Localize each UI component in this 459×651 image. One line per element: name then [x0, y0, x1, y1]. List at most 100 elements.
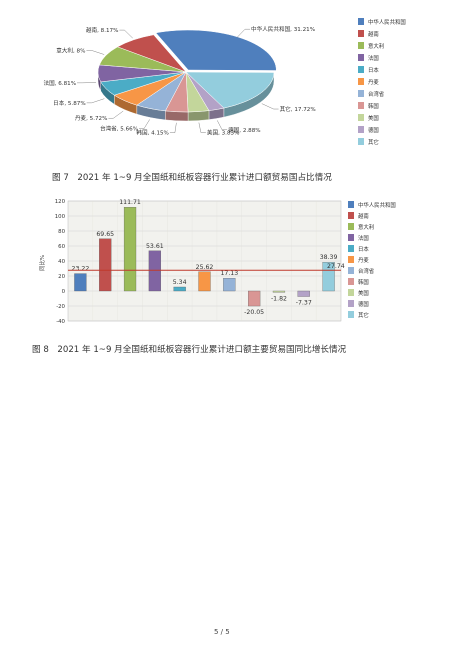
pie-label-6: 丹麦, 5.72%: [75, 114, 108, 122]
pie-chart: 中华人民共和国, 31.21% 其它, 17.72% 德国, 2.88%美国, 3.…: [44, 18, 406, 146]
bar-legend-label-6: 台湾省: [358, 267, 375, 275]
bar-legend-label-4: 日本: [358, 245, 369, 253]
bar-7: [248, 290, 261, 307]
pie-legend-label-8: 美国: [368, 114, 379, 122]
bar-legend-swatch-2: [348, 223, 354, 230]
bar-value-8: -1.82: [271, 295, 287, 302]
pie-label-10: 越南, 8.17%: [86, 26, 119, 34]
bar-10: [322, 262, 335, 292]
pie-legend-label-1: 越南: [368, 30, 379, 38]
page-number: 5 / 5: [214, 628, 230, 636]
bar-legend-label-7: 韩国: [358, 278, 369, 286]
pie-leader-10: [119, 29, 133, 39]
bar-5: [198, 271, 211, 292]
y-tick-0: 120: [55, 199, 66, 205]
bar-legend-label-3: 法国: [358, 234, 369, 242]
pie-label-4: 韩国, 4.15%: [136, 129, 169, 137]
bar-6: [223, 278, 236, 292]
bar-legend-swatch-10: [348, 311, 354, 318]
pie-legend-label-4: 日本: [368, 66, 379, 74]
pie-legend-swatch-6: [358, 90, 364, 97]
bar-legend-label-10: 其它: [358, 311, 369, 319]
gridlines: [68, 200, 341, 322]
pie-legend-label-5: 丹麦: [368, 78, 379, 86]
bar-legend-swatch-1: [348, 212, 354, 219]
bar-value-7: -20.05: [244, 309, 264, 316]
pie-legend-label-2: 意大利: [368, 42, 384, 50]
pie-legend-swatch-0: [358, 18, 364, 25]
y-tick-1: 100: [55, 214, 66, 220]
pie-label-8: 法国, 6.81%: [44, 79, 77, 87]
pie-legend-swatch-5: [358, 78, 364, 85]
pie-leader-4: [169, 122, 177, 133]
bar-legend-swatch-9: [348, 300, 354, 307]
figure-8-caption: 图 8 2021 年 1~9 月全国纸和纸板容器行业累计进口额主要贸易国同比增长…: [32, 345, 347, 355]
bar-4: [173, 286, 186, 292]
pie-slice-10: [117, 34, 187, 73]
bar-value-3: 53.61: [146, 243, 164, 250]
pie-leader-7: [86, 98, 105, 104]
pie-side-4: [165, 110, 189, 122]
pie-leader-6: [108, 110, 124, 119]
pie-label-0: 中华人民共和国, 31.21%: [251, 25, 315, 33]
pie-legend-swatch-3: [358, 54, 364, 61]
pie-legend-swatch-9: [358, 126, 364, 133]
pie-legend-label-10: 其它: [368, 138, 379, 146]
pie-slice-labels: 中华人民共和国, 31.21% 其它, 17.72% 德国, 2.88%美国, 3.…: [44, 25, 316, 137]
pie-leader-2: [217, 120, 228, 130]
bar-legend-label-5: 丹麦: [358, 256, 369, 264]
bar-0: [74, 273, 87, 292]
y-tick-7: -20: [56, 304, 65, 310]
y-tick-2: 80: [58, 229, 65, 235]
pie-legend-label-9: 德国: [368, 126, 379, 134]
pie-leader-9: [86, 50, 105, 55]
bar-value-5: 25.62: [196, 264, 214, 271]
bar-value-labels: 23.22 69.65 111.71 53.61 5.34 25.62 17.13 -20.0…: [72, 199, 338, 316]
bar-1: [99, 238, 112, 292]
y-tick-3: 60: [58, 244, 65, 250]
bar-3: [148, 250, 161, 292]
pie-label-2: 德国, 2.88%: [228, 126, 261, 134]
bar-legend-swatch-6: [348, 267, 354, 274]
pie-legend-swatch-2: [358, 42, 364, 49]
bar-legend-swatch-7: [348, 278, 354, 285]
bar-chart: 120 100 80 60 40 20 0 -20 -40 同比% 23.22 69.65 111.…: [38, 199, 396, 325]
bar-legend-swatch-4: [348, 245, 354, 252]
pie-legend-swatch-10: [358, 138, 364, 145]
bar-legend-label-2: 意大利: [358, 223, 374, 231]
pie-slice-0: [155, 29, 277, 71]
bar-value-2: 111.71: [119, 199, 141, 206]
pie-leader-1: [261, 103, 279, 110]
y-tick-8: -40: [56, 319, 65, 325]
bar-9: [297, 290, 310, 297]
bar-legend-swatch-3: [348, 234, 354, 241]
pie-label-7: 日本, 5.87%: [53, 99, 86, 107]
pie-legend-swatch-7: [358, 102, 364, 109]
pie-label-5: 台湾省, 5.66%: [100, 125, 138, 133]
pie-slice-1: [185, 71, 275, 109]
bar-legend-swatch-8: [348, 289, 354, 296]
y-tick-5: 20: [58, 274, 65, 280]
bar-value-0: 23.22: [72, 266, 90, 273]
bar-value-1: 69.65: [96, 231, 114, 238]
y-axis-ticks: 120 100 80 60 40 20 0 -20 -40: [55, 199, 66, 325]
bar-value-6: 17.13: [220, 270, 238, 277]
y-tick-4: 40: [58, 259, 65, 265]
bar-legend-swatch-5: [348, 256, 354, 263]
pie-leader-5: [139, 119, 150, 129]
bar-legend-label-0: 中华人民共和国: [358, 201, 396, 209]
pie-label-9: 意大利, 8%: [56, 46, 85, 54]
y-axis-label: 同比%: [38, 255, 46, 271]
pie-legend-swatch-4: [358, 66, 364, 73]
pie-slices: [97, 29, 277, 122]
bar-legend-swatch-0: [348, 201, 354, 208]
bar-value-4: 5.34: [173, 279, 187, 286]
pie-legend-label-6: 台湾省: [368, 90, 385, 98]
pie-leader-3: [198, 122, 206, 133]
pie-label-3: 美国, 3.83%: [207, 128, 240, 136]
pie-legend-label-7: 韩国: [368, 102, 379, 110]
pie-label-1: 其它, 17.72%: [280, 105, 316, 113]
bar-legend-label-8: 美国: [358, 289, 369, 297]
